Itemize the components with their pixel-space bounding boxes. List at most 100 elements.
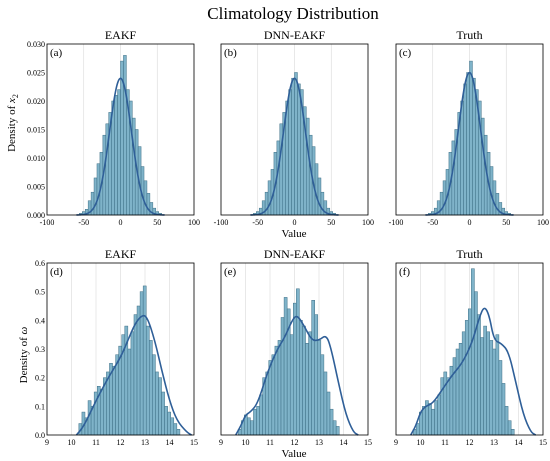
- x-tick-label: 9: [45, 438, 49, 447]
- histogram-bar: [495, 334, 500, 436]
- x-tick-label: 15: [539, 438, 547, 447]
- x-tick-label: 9: [219, 438, 223, 447]
- plot-frame: [395, 262, 544, 436]
- histogram-bar: [155, 371, 159, 436]
- x-tick-label: 12: [466, 438, 474, 447]
- x-tick-label: 50: [327, 218, 335, 227]
- histogram-bar: [415, 423, 420, 436]
- plot-frame: [220, 262, 369, 436]
- x-tick-label: -100: [214, 218, 229, 227]
- panel-label: (f): [399, 266, 410, 278]
- y-tick-label: 0.2: [35, 374, 45, 383]
- x-tick-label: 0: [119, 218, 123, 227]
- histogram-bar: [142, 285, 147, 436]
- x-tick-label: 11: [266, 438, 274, 447]
- y-tick-label: 0.3: [35, 345, 45, 354]
- histogram-bar: [280, 317, 285, 436]
- histogram-bar: [469, 60, 473, 216]
- y-tick-label: 0.0: [35, 431, 45, 440]
- histogram-bar: [452, 357, 457, 436]
- histogram-bar: [136, 305, 141, 436]
- histogram-bar: [434, 400, 438, 436]
- x-tick-label: 10: [417, 438, 425, 447]
- histogram-bar: [329, 408, 334, 436]
- panel-6: 9 10 11 12 13 14 15 Truth (f): [394, 247, 547, 447]
- kde-curve: [235, 315, 359, 436]
- histogram-bar: [320, 354, 325, 436]
- histogram-bar: [468, 308, 472, 436]
- histogram-bar: [472, 77, 476, 216]
- x-tick-label: -100: [40, 218, 55, 227]
- panel-2: -100 -50 0 50 100 DNN-EAKF (b): [214, 28, 374, 227]
- row-1-x-label: Value: [281, 228, 306, 240]
- x-tick-label: 9: [394, 438, 398, 447]
- histogram-bar: [437, 394, 441, 436]
- histogram-bar: [492, 348, 497, 436]
- histogram-bar: [455, 348, 460, 436]
- histogram-bar: [507, 420, 512, 436]
- histogram-bar: [271, 354, 276, 436]
- histogram-bar: [332, 420, 337, 436]
- histogram-bar: [297, 83, 301, 216]
- histogram-bar: [302, 325, 306, 436]
- x-tick-label: 50: [502, 218, 510, 227]
- histogram-bar: [167, 411, 171, 436]
- panel-label: (c): [399, 47, 412, 59]
- x-tick-label: 50: [153, 218, 161, 227]
- histogram-bar: [323, 371, 328, 436]
- x-tick-label: 100: [537, 218, 549, 227]
- y-tick-label: 0.020: [27, 97, 45, 106]
- histogram-bar: [158, 377, 162, 436]
- x-tick-label: 0: [293, 218, 297, 227]
- histogram-bar: [176, 429, 181, 436]
- histogram-bar: [267, 180, 272, 216]
- histogram-bar: [247, 417, 251, 436]
- histogram-bar: [132, 117, 136, 216]
- panel-title: DNN-EAKF: [264, 247, 326, 261]
- histogram-bar: [127, 348, 132, 436]
- row-1-y-label: Density of x2: [6, 94, 20, 152]
- histogram-bar: [483, 325, 487, 436]
- histogram-bar: [170, 417, 175, 436]
- x-tick-label: -50: [78, 218, 89, 227]
- x-tick-label: 100: [188, 218, 200, 227]
- histogram-bar: [317, 340, 322, 436]
- histogram-bar: [265, 371, 270, 436]
- histogram-bar: [256, 406, 260, 436]
- x-tick-label: -50: [427, 218, 438, 227]
- y-tick-label: 0.005: [27, 183, 45, 192]
- histogram-bar: [294, 72, 298, 216]
- histogram-bar: [117, 89, 121, 216]
- histogram-bar: [428, 403, 432, 436]
- histogram-bar: [311, 300, 315, 436]
- histogram-bar: [145, 325, 150, 436]
- x-tick-label: 15: [190, 438, 198, 447]
- plot-frame: [46, 262, 195, 436]
- row-2-y-label: Density of ω: [18, 326, 30, 383]
- histogram-bar: [277, 340, 282, 436]
- histogram-bar: [133, 314, 138, 436]
- x-tick-label: 12: [291, 438, 299, 447]
- histogram-bar: [164, 406, 168, 436]
- histogram-bar: [305, 343, 309, 436]
- x-tick-label: 13: [141, 438, 149, 447]
- histogram-bar: [510, 429, 515, 436]
- panel-title: DNN-EAKF: [264, 28, 326, 42]
- histogram-bar: [139, 291, 144, 436]
- plot-frame: [46, 43, 195, 216]
- histogram-bar: [474, 291, 478, 436]
- histogram-bar: [143, 180, 148, 216]
- panel-5: 9 10 11 12 13 14 15 DNN-EAKF (e): [219, 247, 372, 447]
- histogram-bar: [314, 314, 319, 436]
- histogram-bar: [299, 320, 303, 436]
- plot-frame: [220, 43, 369, 216]
- histogram-bar: [123, 55, 127, 216]
- panel-4: 9 10 11 12 13 14 15 0.0 0.1 0.2 0.3 0.4 0.5 0.6 EAKF (d…: [35, 247, 198, 447]
- x-tick-label: -50: [252, 218, 263, 227]
- histogram-bar: [253, 408, 257, 436]
- x-tick-label: 11: [441, 438, 449, 447]
- histogram-bar: [161, 391, 165, 436]
- histogram-bar: [112, 365, 116, 436]
- y-tick-label: 0.1: [35, 402, 45, 411]
- kde-curve: [425, 71, 514, 216]
